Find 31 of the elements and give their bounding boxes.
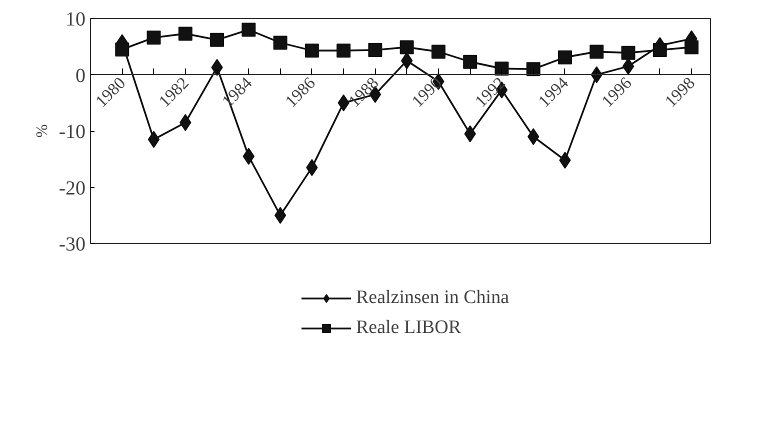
point	[400, 52, 413, 70]
point	[336, 44, 351, 58]
point	[463, 54, 478, 69]
point	[304, 44, 319, 58]
point	[242, 22, 256, 37]
point	[368, 43, 382, 57]
legend-label: Realzinsen in China	[356, 287, 510, 309]
y-tick-label: 10	[66, 8, 86, 30]
point	[274, 206, 286, 224]
point	[115, 42, 130, 56]
point	[431, 44, 446, 59]
point	[590, 44, 604, 59]
y-tick-label: -30	[58, 234, 86, 256]
point	[622, 58, 634, 75]
legend-label: Reale LIBOR	[356, 317, 461, 339]
point	[400, 40, 414, 54]
point	[621, 46, 636, 60]
point	[148, 130, 160, 148]
point	[273, 36, 288, 50]
y-tick-label: -20	[58, 177, 86, 200]
point	[526, 62, 540, 76]
point	[178, 26, 192, 41]
y-axis-title: %	[34, 124, 51, 138]
point	[558, 50, 572, 64]
y-tick-label: -10	[58, 121, 86, 143]
y-tick-label: 0	[76, 64, 86, 87]
point	[652, 43, 667, 57]
point	[684, 40, 699, 54]
point	[146, 30, 161, 45]
point	[210, 32, 224, 47]
point	[494, 62, 509, 76]
